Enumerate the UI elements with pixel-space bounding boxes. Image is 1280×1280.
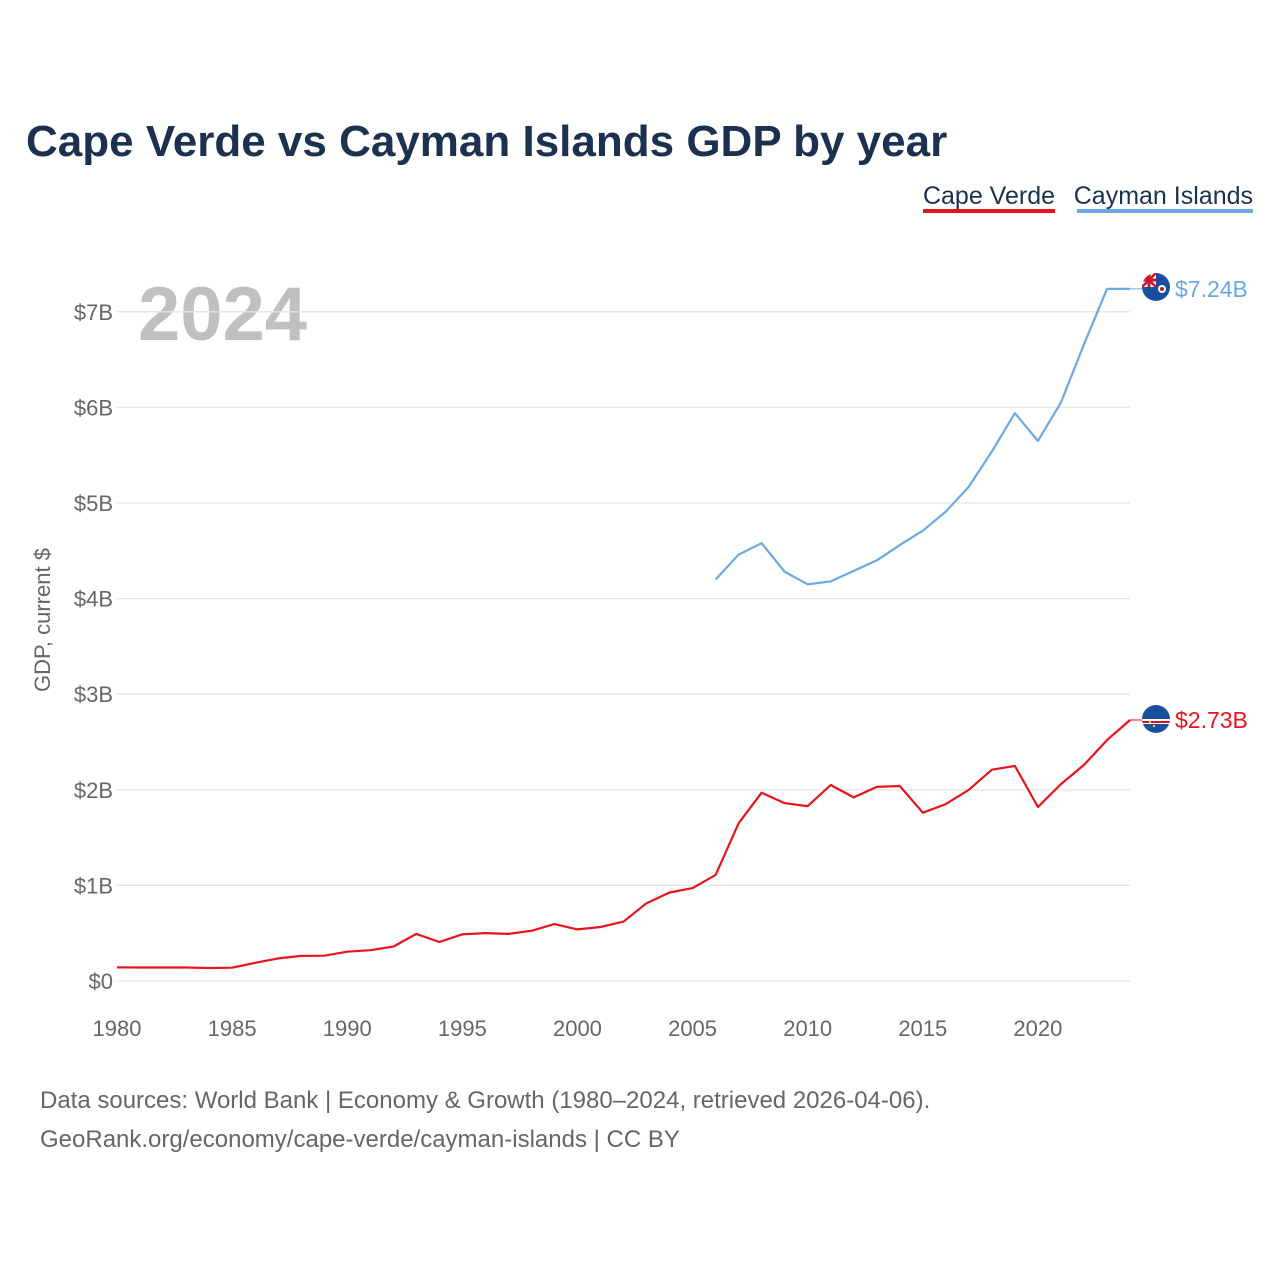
y-axis: $0 $1B $2B $3B $4B $5B $6B $7B (74, 300, 113, 994)
y-tick-label: $6B (74, 395, 113, 420)
series-line-cayman-islands[interactable] (714, 287, 1130, 586)
x-tick-label: 1980 (93, 1016, 142, 1041)
y-tick-label: $2B (74, 778, 113, 803)
legend: Cape Verde Cayman Islands (923, 182, 1253, 213)
series-lines: $2.73B $7.24B (116, 276, 1248, 970)
gridlines (117, 311, 1130, 982)
x-tick-label: 2010 (783, 1016, 832, 1041)
x-tick-label: 2005 (668, 1016, 717, 1041)
legend-item-cayman-islands[interactable]: Cayman Islands (1074, 182, 1253, 213)
source-line-1: Data sources: World Bank | Economy & Gro… (40, 1087, 930, 1114)
y-tick-label: $3B (74, 682, 113, 707)
legend-label-cayman-islands: Cayman Islands (1074, 182, 1253, 210)
y-axis-title: GDP, current $ (30, 548, 55, 692)
year-watermark: 2024 (138, 272, 307, 357)
cayman-islands-flag-icon (1142, 273, 1170, 301)
legend-item-cape-verde[interactable]: Cape Verde (923, 182, 1055, 213)
x-axis: 1980 1985 1990 1995 2000 2005 2010 2015 2020 (93, 1016, 1063, 1041)
legend-label-cape-verde: Cape Verde (923, 182, 1055, 210)
y-tick-label: $5B (74, 491, 113, 516)
series-line-cape-verde[interactable] (116, 719, 1131, 970)
x-tick-label: 1985 (208, 1016, 257, 1041)
x-tick-label: 2015 (898, 1016, 947, 1041)
x-tick-label: 2000 (553, 1016, 602, 1041)
y-tick-label: $7B (74, 300, 113, 325)
x-tick-label: 1995 (438, 1016, 487, 1041)
legend-swatch-cayman-islands (1077, 209, 1253, 213)
source-line-2[interactable]: GeoRank.org/economy/cape-verde/cayman-is… (40, 1126, 680, 1153)
x-tick-label: 1990 (323, 1016, 372, 1041)
cape-verde-flag-icon (1142, 705, 1170, 733)
end-value-label-cayman-islands: $7.24B (1175, 276, 1248, 302)
y-tick-label: $4B (74, 587, 113, 612)
x-tick-label: 2020 (1013, 1016, 1062, 1041)
end-markers (1142, 273, 1170, 733)
y-tick-label: $1B (74, 873, 113, 898)
legend-swatch-cape-verde (923, 209, 1055, 213)
y-tick-label: $0 (89, 969, 113, 994)
chart-title: Cape Verde vs Cayman Islands GDP by year (26, 117, 947, 166)
end-value-label-cape-verde: $2.73B (1175, 707, 1248, 733)
